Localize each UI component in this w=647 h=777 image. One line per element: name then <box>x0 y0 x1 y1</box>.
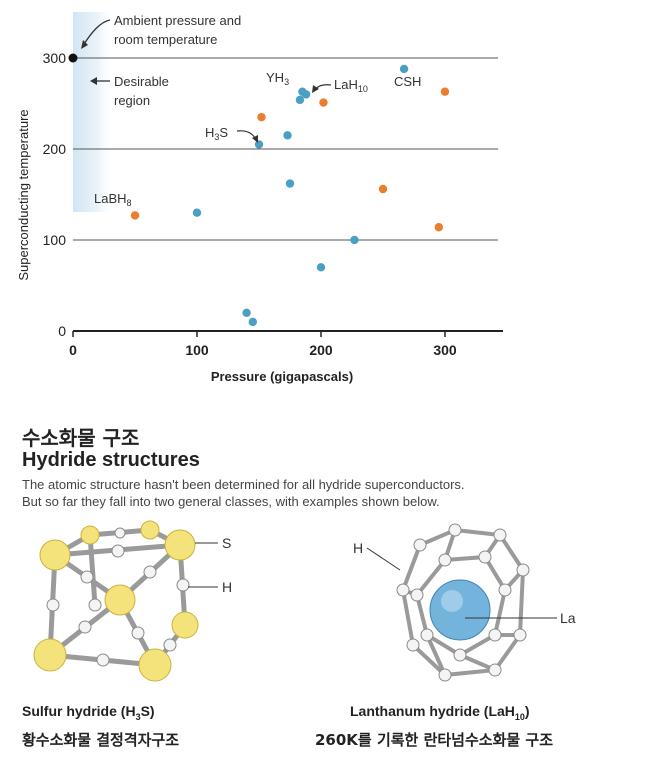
lanthanum-atom <box>429 579 491 641</box>
ambient-reference-point <box>68 53 78 63</box>
description-line-2: But so far they fall into two general cl… <box>22 494 440 509</box>
section-title-english: Hydride structures <box>22 449 200 471</box>
x-tick-label: 100 <box>185 342 209 358</box>
data-point-orange <box>440 87 450 96</box>
ambient-label-line2: room temperature <box>114 32 217 47</box>
ambient-arrow-head <box>81 40 88 49</box>
data-point-blue <box>248 317 257 327</box>
y-tick-label: 200 <box>43 141 67 157</box>
h3s-arrow-head <box>252 135 258 143</box>
data-point-blue <box>283 131 292 140</box>
data-point-blue <box>295 95 305 105</box>
lanthanum-label-h: H <box>353 540 363 556</box>
sulfur-caption-korean: 황수소화물 결정격자구조 <box>22 731 180 749</box>
data-point-blue <box>242 308 251 317</box>
h3s-label: H3S <box>205 125 228 142</box>
lah10-label: LaH10 <box>334 77 368 94</box>
y-tick-label: 300 <box>43 50 67 66</box>
sulfur-hydride-illustration: S H <box>33 520 232 682</box>
data-point-blue <box>399 64 409 74</box>
desirable-arrow-head <box>90 77 97 85</box>
labh8-label: LaBH8 <box>94 191 132 208</box>
y-tick-label: 100 <box>43 232 67 248</box>
data-point-orange <box>257 112 266 122</box>
scatter-chart: 0 100 200 300 0 100 200 300 Pressure (gigapasca… <box>16 12 503 384</box>
x-tick-label: 0 <box>69 342 77 358</box>
yh3-label: YH3 <box>266 70 289 87</box>
data-point-blue <box>316 263 326 272</box>
section-description: The atomic structure hasn't been determi… <box>22 476 622 510</box>
x-axis-label: Pressure (gigapascals) <box>211 369 353 384</box>
data-point-blue <box>350 235 359 245</box>
x-tick-label: 300 <box>433 342 457 358</box>
desirable-label-line2: region <box>114 93 150 108</box>
data-point-orange <box>378 184 388 194</box>
sulfur-label-s: S <box>222 535 231 551</box>
section-title-korean: 수소화물 구조 <box>22 426 140 450</box>
data-point-blue <box>285 179 295 188</box>
ambient-label-line1: Ambient pressure and <box>114 13 241 28</box>
data-point-blue <box>192 208 202 217</box>
lanthanum-caption: Lanthanum hydride (LaH10) <box>350 703 530 722</box>
lanthanum-hydride-illustration: H La <box>353 523 576 682</box>
h3s-arrow <box>236 130 256 139</box>
ambient-arrow <box>83 19 111 45</box>
data-point-orange <box>434 223 443 232</box>
data-point-blue <box>254 140 264 149</box>
lah10-arrow-head <box>312 85 319 93</box>
data-point-blue <box>301 90 311 99</box>
y-tick-label: 0 <box>58 323 66 339</box>
data-point-orange <box>130 211 140 220</box>
sulfur-caption: Sulfur hydride (H3S) <box>22 703 155 722</box>
lanthanum-label-la: La <box>560 610 576 626</box>
csh-label: CSH <box>394 74 421 89</box>
lanthanum-caption-korean: 260K를 기록한 란타넘수소화물 구조 <box>315 731 554 749</box>
desirable-label-line1: Desirable <box>114 74 169 89</box>
description-line-1: The atomic structure hasn't been determi… <box>22 477 465 492</box>
sulfur-label-h: H <box>222 579 232 595</box>
x-tick-label: 200 <box>309 342 333 358</box>
y-axis-label: Superconducting temperature <box>16 109 31 280</box>
desirable-region <box>73 12 113 212</box>
data-point-orange <box>319 98 328 107</box>
